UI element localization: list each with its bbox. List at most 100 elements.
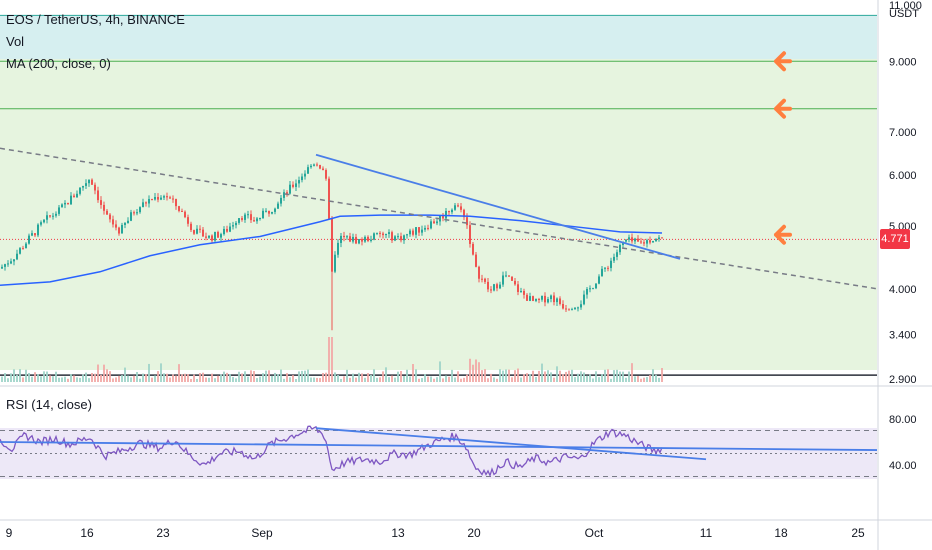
candle-body — [415, 227, 417, 235]
volume-bar — [637, 375, 639, 382]
time-tick-label: 13 — [391, 526, 405, 540]
volume-bar — [157, 371, 159, 382]
candle-body — [400, 236, 402, 241]
candle-body — [619, 245, 621, 253]
candle-body — [403, 235, 405, 241]
candle-body — [514, 280, 516, 285]
candle-body — [376, 232, 378, 234]
volume-bar — [577, 373, 579, 382]
volume-bar — [166, 373, 168, 382]
volume-bar — [16, 374, 18, 382]
volume-bar — [262, 373, 264, 382]
volume-bar — [307, 369, 309, 382]
candle-body — [538, 298, 540, 300]
candle-body — [640, 241, 642, 243]
candle-body — [169, 197, 171, 199]
volume-bar — [97, 364, 99, 382]
volume-bar — [211, 373, 213, 382]
candle-body — [508, 275, 510, 277]
volume-bar — [37, 374, 39, 382]
volume-bar — [394, 377, 396, 382]
candle-body — [286, 192, 288, 194]
volume-bar — [139, 378, 141, 382]
time-tick-label: 25 — [851, 526, 865, 540]
volume-bar — [163, 373, 165, 382]
volume-bar — [124, 367, 126, 382]
volume-bar — [55, 371, 57, 382]
volume-bar — [31, 376, 33, 382]
volume-bar — [448, 376, 450, 382]
candle-body — [409, 230, 411, 235]
candle-body — [64, 202, 66, 205]
volume-bar — [424, 374, 426, 382]
volume-bar — [40, 376, 42, 382]
candle-body — [268, 210, 270, 214]
volume-bar — [25, 369, 27, 382]
volume-bar — [358, 372, 360, 382]
candle-body — [133, 212, 135, 214]
candle-body — [544, 295, 546, 303]
candle-body — [637, 238, 639, 242]
volume-bar — [439, 361, 441, 382]
candle-body — [13, 259, 15, 262]
candle-body — [139, 207, 141, 213]
volume-bar — [19, 369, 21, 382]
candle-body — [652, 241, 654, 243]
candle-body — [445, 210, 447, 219]
volume-bar — [178, 364, 180, 382]
candle-body — [589, 288, 591, 290]
price-tick-label: 6.000 — [889, 170, 917, 182]
volume-bar — [538, 370, 540, 382]
candle-body — [553, 295, 555, 303]
volume-bar — [604, 369, 606, 382]
candle-body — [529, 296, 531, 301]
volume-bar — [625, 377, 627, 382]
volume-bar — [265, 370, 267, 382]
candle-body — [586, 288, 588, 295]
candle-body — [490, 289, 492, 291]
volume-bar — [583, 372, 585, 382]
candle-body — [49, 215, 51, 217]
candle-body — [280, 197, 282, 204]
volume-bar — [469, 358, 471, 382]
volume-bar — [628, 371, 630, 382]
volume-bar — [523, 374, 525, 382]
rsi-trendline — [0, 441, 878, 451]
candle-body — [451, 209, 453, 213]
volume-bar — [595, 371, 597, 382]
candle-body — [496, 284, 498, 289]
candle-body — [334, 254, 336, 272]
volume-bar — [373, 369, 375, 382]
candle-body — [307, 167, 309, 174]
candle-body — [406, 234, 408, 236]
candle-body — [484, 278, 486, 282]
volume-bar — [502, 370, 504, 382]
candle-body — [31, 233, 33, 236]
candle-body — [520, 290, 522, 292]
volume-bar — [541, 363, 543, 382]
candle-body — [211, 235, 213, 241]
currency-unit: USDT — [889, 8, 919, 20]
volume-bar — [388, 377, 390, 382]
volume-bar — [661, 368, 663, 382]
volume-bar — [601, 374, 603, 382]
candle-body — [217, 231, 219, 238]
volume-bar — [658, 377, 660, 382]
candle-body — [25, 243, 27, 249]
volume-bar — [301, 370, 303, 382]
candle-body — [253, 220, 255, 222]
volume-bar — [91, 372, 93, 382]
volume-bar — [544, 371, 546, 382]
price-tick-label: 3.400 — [889, 329, 917, 341]
volume-bar — [496, 378, 498, 382]
volume-bar — [67, 378, 69, 382]
volume-bar — [223, 371, 225, 382]
volume-bar — [454, 377, 456, 382]
candle-body — [322, 168, 324, 171]
volume-bar — [511, 377, 513, 382]
candle-body — [289, 184, 291, 194]
volume-bar — [445, 375, 447, 382]
candle-body — [571, 309, 573, 311]
volume-bar — [517, 368, 519, 382]
